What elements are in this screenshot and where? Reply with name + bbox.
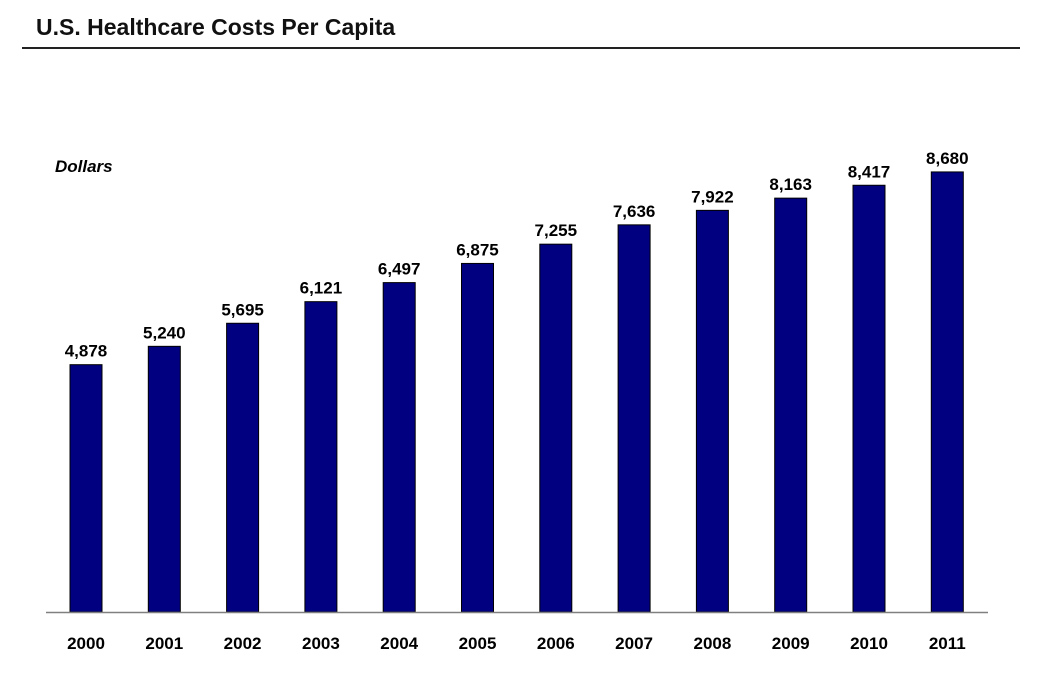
x-tick-label: 2002 <box>224 634 262 653</box>
data-label: 6,875 <box>456 240 499 259</box>
bar <box>226 322 260 613</box>
data-label: 8,163 <box>769 175 812 194</box>
x-tick-label: 2000 <box>67 634 105 653</box>
x-tick-label: 2005 <box>459 634 497 653</box>
x-tick-label: 2006 <box>537 634 575 653</box>
bar <box>304 301 338 613</box>
bar <box>147 345 181 613</box>
data-label: 7,255 <box>535 221 578 240</box>
bar <box>382 282 416 613</box>
bar <box>617 224 651 613</box>
data-label: 6,121 <box>300 279 343 298</box>
data-label: 5,240 <box>143 323 186 342</box>
bar <box>852 184 886 613</box>
y-axis-label: Dollars <box>55 157 113 176</box>
x-tick-label: 2001 <box>145 634 183 653</box>
data-label: 8,680 <box>926 149 969 168</box>
x-tick-label: 2007 <box>615 634 653 653</box>
bar <box>461 262 494 613</box>
chart-title: U.S. Healthcare Costs Per Capita <box>36 14 396 40</box>
data-label: 4,878 <box>65 342 108 361</box>
bar <box>695 209 729 613</box>
data-label: 7,636 <box>613 202 656 221</box>
data-label: 6,497 <box>378 260 421 279</box>
bar <box>69 364 103 613</box>
data-label: 5,695 <box>221 300 264 319</box>
data-label: 7,922 <box>691 187 734 206</box>
x-tick-label: 2009 <box>772 634 810 653</box>
title-divider <box>22 47 1020 49</box>
bar <box>930 171 964 613</box>
data-label: 8,417 <box>848 162 891 181</box>
x-tick-label: 2003 <box>302 634 340 653</box>
x-tick-label: 2011 <box>929 634 966 653</box>
bar <box>539 243 573 613</box>
x-tick-label: 2008 <box>693 634 731 653</box>
x-tick-label: 2004 <box>380 634 418 653</box>
bar <box>774 197 808 613</box>
x-tick-label: 2010 <box>850 634 888 653</box>
